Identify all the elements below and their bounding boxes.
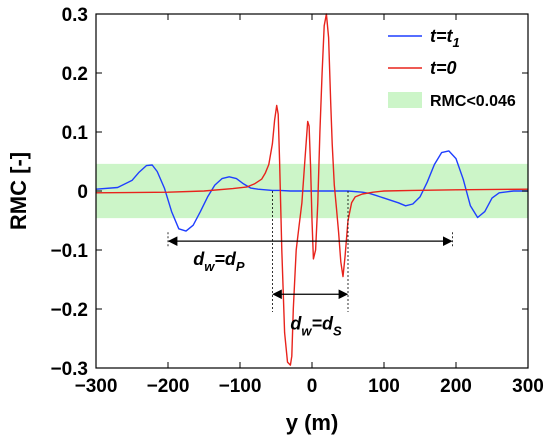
annotation-layer: dw=dP dw=dS bbox=[167, 191, 453, 339]
legend-label: RMC<0.046 bbox=[430, 93, 516, 110]
x-tick-label: −100 bbox=[219, 376, 262, 397]
y-axis-title: RMC [-] bbox=[6, 152, 31, 230]
x-tick-label: 0 bbox=[307, 376, 318, 397]
axis-layer: −300 −200 −100 0 100 200 300 −0.3 −0.2 −0.1 0 0.1 0.… bbox=[50, 5, 543, 397]
x-tick-label: 300 bbox=[512, 376, 544, 397]
legend: t=t1 t=0 RMC<0.046 bbox=[388, 26, 516, 110]
x-axis-title: y (m) bbox=[286, 410, 339, 435]
x-tick-label: 200 bbox=[440, 376, 472, 397]
legend-label: t=0 bbox=[430, 58, 457, 78]
y-tick-label: −0.2 bbox=[50, 300, 88, 321]
distance-label-dp: dw=dP bbox=[193, 249, 245, 274]
y-tick-label: 0.2 bbox=[62, 64, 88, 85]
legend-label: t=t1 bbox=[430, 26, 460, 50]
legend-swatch bbox=[388, 92, 422, 108]
y-tick-label: −0.3 bbox=[50, 359, 88, 380]
y-tick-label: 0.3 bbox=[62, 5, 88, 26]
y-tick-label: 0 bbox=[77, 182, 88, 203]
y-tick-label: 0.1 bbox=[62, 123, 89, 144]
x-tick-label: −300 bbox=[75, 376, 118, 397]
distance-label-ds: dw=dS bbox=[290, 314, 342, 339]
x-tick-label: 100 bbox=[368, 376, 400, 397]
y-tick-label: −0.1 bbox=[50, 241, 88, 262]
x-tick-label: −200 bbox=[147, 376, 190, 397]
series-line-t1 bbox=[95, 150, 528, 232]
